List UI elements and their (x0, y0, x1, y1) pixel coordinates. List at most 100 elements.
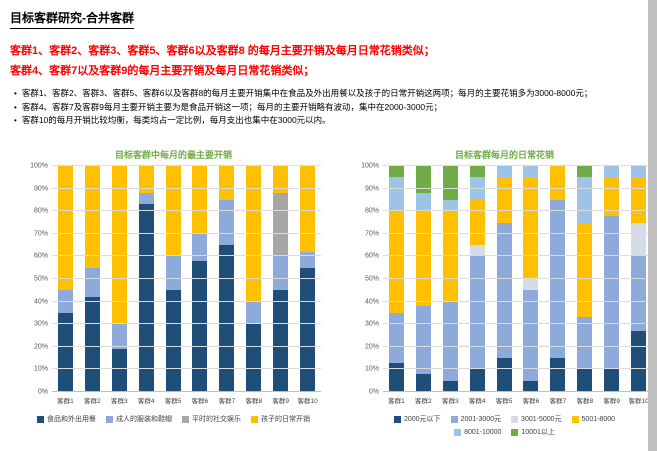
bar-segment (273, 290, 289, 392)
plot-area (383, 165, 652, 392)
bar-segment (219, 245, 235, 392)
legend-label: 8001-10000 (464, 428, 502, 436)
y-tick-label: 10% (33, 365, 48, 373)
legend: 2000元以下 2001-3000元 3001-5000元 5001-8000 8001… (387, 414, 622, 437)
x-tick-label: 客群5 (164, 398, 182, 405)
chart-main-monthly-expense: 目标客群中每月的最主要开销 0% 10% 20% 30% 40% 50% 60% 70% 80%… (26, 148, 321, 437)
x-tick-label: 客群8 (576, 398, 594, 405)
bar-segment (57, 166, 73, 291)
bar-slot (106, 166, 133, 392)
bar-segment (192, 233, 208, 261)
bar-segment (415, 193, 431, 212)
bar-segment (496, 177, 512, 223)
gridline (52, 165, 321, 166)
gridline (52, 345, 321, 347)
bar-segment (469, 177, 485, 200)
bar-segment (165, 166, 181, 257)
stacked-bar-客群7 (219, 166, 235, 392)
y-tick-label: 30% (33, 320, 48, 328)
legend-swatch (511, 415, 519, 423)
legend-swatch (251, 415, 258, 423)
bar-segment (388, 177, 404, 212)
stacked-bar-客群4 (138, 166, 154, 392)
bar-segment (219, 199, 235, 246)
gridline (52, 278, 321, 279)
bar-segment (469, 166, 485, 178)
bar-segment (415, 166, 431, 194)
stacked-bar-客群6 (523, 166, 539, 392)
legend-item: 2001-3000元 (450, 414, 501, 424)
bar-segment (496, 358, 512, 392)
bar-segment (300, 251, 316, 268)
y-tick-label: 40% (364, 298, 379, 306)
bar-segment (523, 166, 539, 178)
bar-slot (598, 166, 625, 392)
legend-label: 孩子的日常开销 (261, 416, 310, 423)
bar-slot (267, 166, 294, 392)
bar-segment (496, 222, 512, 359)
y-axis: 0% 10% 20% 30% 40% 50% 60% 70% 80% 90% 100% (357, 162, 383, 396)
legend-swatch (37, 415, 44, 423)
y-tick-label: 0% (37, 388, 48, 396)
x-tick-label: 客群8 (245, 398, 263, 405)
bar-slot (410, 166, 437, 392)
legend-swatch (393, 415, 401, 423)
bar-slot (571, 166, 598, 392)
y-axis: 0% 10% 20% 30% 40% 50% 60% 70% 80% 90% 100% (26, 163, 52, 396)
bar-slot (464, 166, 491, 392)
gridline (52, 187, 321, 189)
slide-edge-strip (648, 0, 657, 451)
x-axis-labels: 客群1 客群2 客群3 客群4 客群5 客群6 客群7 客群8 客群9 客群10 (383, 395, 652, 405)
y-tick-label: 60% (364, 252, 379, 260)
gridline (52, 368, 321, 370)
bar-slot (544, 166, 571, 392)
bar-segment (469, 245, 485, 257)
stacked-bar-客群5 (165, 166, 181, 392)
y-tick-label: 70% (33, 230, 48, 238)
stacked-bar-客群6 (192, 166, 208, 392)
bar-segment (604, 166, 620, 178)
bar-segment (523, 279, 539, 291)
gridline (383, 323, 652, 325)
legend-label: 2000元以下 (403, 416, 441, 423)
chart-title: 目标客群每月的日常花销 (454, 150, 554, 160)
highlight-text-block: 客群1、客群2、客群3、客群5、客群6以及客群8 的每月主要开销及每月日常花销类… (10, 41, 435, 81)
y-tick-label: 20% (33, 343, 48, 351)
stacked-bar-客群7 (550, 166, 566, 392)
x-tick-label: 客群4 (468, 398, 486, 405)
legend-item: 8001-10000 (454, 427, 501, 437)
bar-segment (523, 177, 539, 280)
charts-row: 目标客群中每月的最主要开销 0% 10% 20% 30% 40% 50% 60% 70% 80%… (26, 148, 652, 437)
x-axis-labels: 客群1 客群2 客群3 客群4 客群5 客群6 客群7 客群8 客群9 客群10 (52, 395, 321, 405)
y-tick-label: 50% (33, 275, 48, 283)
bars-container (383, 166, 652, 392)
y-tick-label: 20% (364, 343, 379, 351)
bar-segment (577, 317, 593, 370)
stacked-bar-客群9 (273, 166, 289, 392)
bar-segment (577, 369, 593, 392)
bar-segment (631, 330, 647, 392)
gridline (52, 391, 321, 392)
legend-swatch (182, 415, 189, 423)
x-tick-label: 客群2 (84, 398, 101, 405)
x-tick-label: 客群4 (137, 398, 155, 405)
chart-body: 0% 10% 20% 30% 40% 50% 60% 70% 80% 90% 100% 客群1 客群2… (26, 163, 321, 405)
gridline (52, 232, 321, 234)
bar-slot (213, 166, 240, 392)
x-tick-label: 客群7 (218, 398, 236, 405)
bar-segment (469, 199, 485, 246)
bullet-list: 客群1、客群2、客群3、客群5、客群6以及客群8的每月主要开销集中在食品及外出用… (14, 87, 648, 128)
bar-slot (491, 166, 518, 392)
bar-segment (442, 211, 458, 302)
y-tick-label: 100% (361, 162, 379, 170)
bar-segment (388, 312, 404, 363)
legend-swatch (571, 415, 579, 423)
bar-slot (79, 166, 106, 392)
legend-swatch (454, 428, 462, 436)
bar-segment (523, 290, 539, 381)
bar-segment (388, 211, 404, 313)
gridline (383, 232, 652, 234)
gridline (383, 187, 652, 189)
bar-segment (469, 256, 485, 370)
